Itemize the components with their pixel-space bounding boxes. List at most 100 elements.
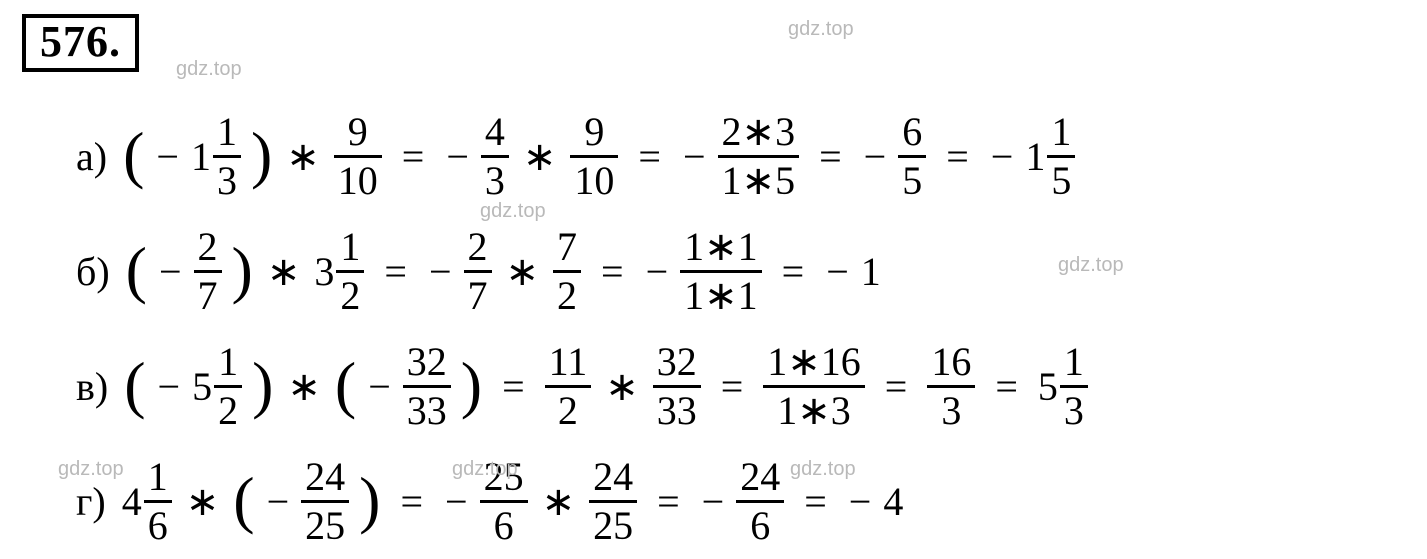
mixed-number: 3 1 2 xyxy=(314,227,364,316)
numerator: 24 xyxy=(589,457,637,497)
fraction: 24 25 xyxy=(301,457,349,546)
numerator: 2 xyxy=(464,227,492,267)
equals-sign: = xyxy=(985,367,1028,407)
line-label: б) xyxy=(76,252,110,292)
equals-sign: = xyxy=(390,482,433,522)
fraction: 32 33 xyxy=(653,342,701,431)
denominator: 25 xyxy=(301,506,349,546)
minus-sign: − xyxy=(847,482,874,522)
minus-sign: − xyxy=(157,252,184,292)
fraction: 32 33 xyxy=(403,342,451,431)
denominator: 2 xyxy=(336,276,364,316)
mult-sign: ∗ xyxy=(519,137,561,177)
denominator: 10 xyxy=(570,161,618,201)
problem-number: 576. xyxy=(40,17,121,66)
numerator: 2 xyxy=(194,227,222,267)
whole-part: 5 xyxy=(192,367,212,407)
numerator: 24 xyxy=(301,457,349,497)
equals-sign: = xyxy=(711,367,754,407)
minus-sign: − xyxy=(862,137,889,177)
watermark: gdz.top xyxy=(480,200,546,223)
minus-sign: − xyxy=(681,137,708,177)
whole-part: 1 xyxy=(191,137,211,177)
equals-sign: = xyxy=(591,252,634,292)
whole-part: 4 xyxy=(122,482,142,522)
numerator: 1 xyxy=(1047,112,1075,152)
line-label: г) xyxy=(76,482,106,522)
equals-sign: = xyxy=(794,482,837,522)
numerator: 6 xyxy=(898,112,926,152)
line-label: а) xyxy=(76,137,107,177)
mixed-number: 4 1 6 xyxy=(122,457,172,546)
denominator: 5 xyxy=(1047,161,1075,201)
minus-sign: − xyxy=(444,137,471,177)
denominator: 3 xyxy=(481,161,509,201)
equals-sign: = xyxy=(809,137,852,177)
numerator: 32 xyxy=(403,342,451,382)
mult-sign: ∗ xyxy=(282,137,324,177)
minus-sign: − xyxy=(644,252,671,292)
mult-sign: ∗ xyxy=(601,367,643,407)
fraction: 1 3 xyxy=(1060,342,1088,431)
fraction: 2 7 xyxy=(194,227,222,316)
denominator: 2 xyxy=(554,391,582,431)
numerator: 25 xyxy=(480,457,528,497)
fraction: 25 6 xyxy=(480,457,528,546)
minus-sign: − xyxy=(156,367,183,407)
mixed-number: 1 1 5 xyxy=(1025,112,1075,201)
fraction: 2 7 xyxy=(464,227,492,316)
fraction: 1 3 xyxy=(213,112,241,201)
minus-sign: − xyxy=(366,367,393,407)
numerator: 9 xyxy=(344,112,372,152)
denominator: 3 xyxy=(213,161,241,201)
minus-sign: − xyxy=(154,137,181,177)
denominator: 6 xyxy=(144,506,172,546)
numerator: 9 xyxy=(580,112,608,152)
numerator: 1 xyxy=(214,342,242,382)
mult-sign: ∗ xyxy=(263,252,305,292)
equation-line-g: г) 4 1 6 ∗ ( − 24 25 ) = − 25 6 ∗ 24 xyxy=(76,457,1407,546)
equals-sign: = xyxy=(936,137,979,177)
minus-sign: − xyxy=(427,252,454,292)
denominator: 2 xyxy=(553,276,581,316)
fraction: 9 10 xyxy=(334,112,382,201)
numerator: 16 xyxy=(927,342,975,382)
equals-sign: = xyxy=(875,367,918,407)
fraction: 1 6 xyxy=(144,457,172,546)
numerator: 7 xyxy=(553,227,581,267)
result-whole: 4 xyxy=(883,482,903,522)
fraction: 1∗1 1∗1 xyxy=(680,227,762,316)
numerator: 24 xyxy=(736,457,784,497)
numerator: 11 xyxy=(545,342,592,382)
equals-sign: = xyxy=(647,482,690,522)
denominator: 33 xyxy=(403,391,451,431)
numerator: 1∗16 xyxy=(763,342,865,382)
mult-sign: ∗ xyxy=(538,482,580,522)
equals-sign: = xyxy=(492,367,535,407)
denominator: 7 xyxy=(194,276,222,316)
denominator: 10 xyxy=(334,161,382,201)
numerator: 2∗3 xyxy=(718,112,800,152)
fraction: 7 2 xyxy=(553,227,581,316)
watermark: gdz.top xyxy=(176,58,242,81)
numerator: 1∗1 xyxy=(680,227,762,267)
denominator: 25 xyxy=(589,506,637,546)
fraction: 1 2 xyxy=(214,342,242,431)
numerator: 32 xyxy=(653,342,701,382)
denominator: 5 xyxy=(898,161,926,201)
fraction: 1 2 xyxy=(336,227,364,316)
numerator: 4 xyxy=(481,112,509,152)
fraction: 1 5 xyxy=(1047,112,1075,201)
line-label: в) xyxy=(76,367,108,407)
equation-line-v: в) ( − 5 1 2 ) ∗ ( − 32 33 ) = 11 2 ∗ 32 xyxy=(76,342,1407,431)
denominator: 3 xyxy=(1060,391,1088,431)
denominator: 2 xyxy=(214,391,242,431)
mult-sign: ∗ xyxy=(182,482,224,522)
mixed-number: 1 1 3 xyxy=(191,112,241,201)
numerator: 1 xyxy=(336,227,364,267)
mixed-number: 5 1 3 xyxy=(1038,342,1088,431)
denominator: 3 xyxy=(937,391,965,431)
fraction: 24 6 xyxy=(736,457,784,546)
fraction: 11 2 xyxy=(545,342,592,431)
denominator: 33 xyxy=(653,391,701,431)
